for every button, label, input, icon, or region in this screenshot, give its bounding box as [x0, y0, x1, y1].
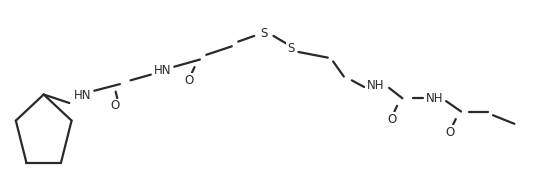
- Text: HN: HN: [74, 89, 91, 102]
- Text: O: O: [446, 126, 455, 139]
- Text: O: O: [110, 99, 119, 112]
- Text: O: O: [184, 74, 194, 87]
- Text: S: S: [287, 42, 294, 55]
- Text: S: S: [260, 27, 268, 40]
- Text: NH: NH: [426, 92, 443, 105]
- Text: HN: HN: [154, 64, 171, 77]
- Text: NH: NH: [367, 80, 384, 92]
- Text: O: O: [387, 113, 397, 125]
